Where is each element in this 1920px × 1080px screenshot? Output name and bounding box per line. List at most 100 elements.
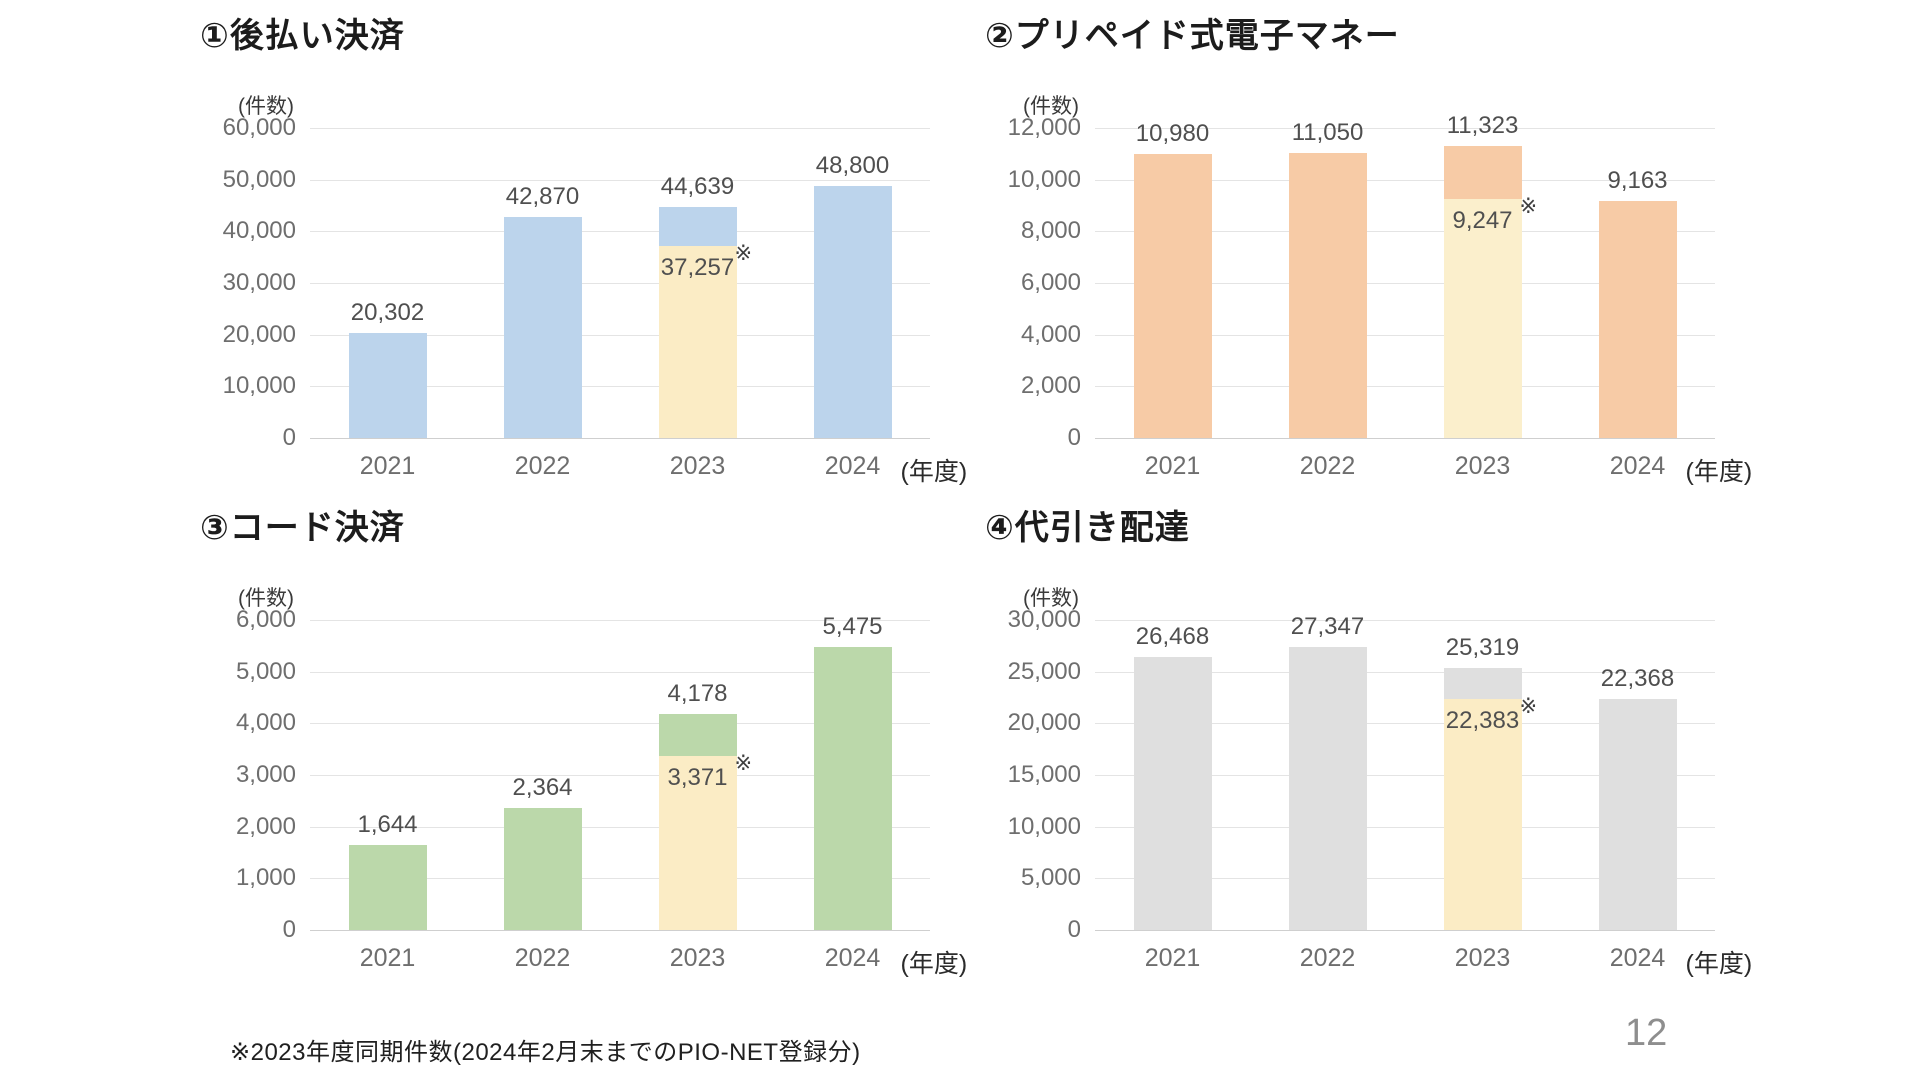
x-axis-label: 2023 [669, 452, 726, 480]
bar-2023-overlay [1443, 698, 1522, 930]
gridline [310, 775, 930, 776]
gridline [310, 283, 930, 284]
y-axis-unit-label: (件数) [238, 587, 294, 610]
gridline [310, 930, 930, 931]
y-axis-tick-label: 20,000 [1007, 709, 1081, 737]
y-axis-tick-label: 10,000 [222, 372, 296, 400]
value-label: 11,323 [1446, 111, 1519, 139]
gridline [310, 386, 930, 388]
value-label: 4,178 [667, 680, 728, 708]
y-axis-tick-label: 2,000 [1020, 372, 1081, 400]
chart-code-payment: ③コード決済 (件数) 0 1,000 2,000 3,000 4,000 5,000 6,… [180, 498, 967, 978]
bar-2021 [348, 333, 427, 438]
y-axis-tick-label: 50,000 [222, 165, 296, 193]
chart-title: ④代引き配達 [985, 509, 1190, 547]
x-axis-unit-label: (年度) [900, 950, 968, 978]
plot-area: 0 5,000 10,000 15,000 20,000 25,000 30,000 26,4… [1008, 606, 1753, 978]
x-axis-label: 2021 [359, 944, 416, 972]
reference-mark: ※ [734, 241, 753, 265]
y-axis-tick-label: 6,000 [235, 606, 296, 633]
y-axis-tick-label: 0 [282, 916, 296, 943]
reference-mark: ※ [734, 751, 753, 775]
y-axis-tick-label: 3,000 [235, 761, 296, 788]
overlay-value-label: 22,383 [1445, 706, 1520, 734]
y-axis-tick-label: 6,000 [1020, 269, 1081, 296]
bar-2023 [1443, 668, 1522, 699]
reference-mark: ※ [1519, 694, 1538, 718]
y-axis-tick-label: 30,000 [1007, 606, 1081, 633]
value-label: 11,050 [1291, 118, 1364, 146]
value-label: 48,800 [815, 151, 890, 179]
y-axis-tick-label: 20,000 [222, 320, 296, 348]
gridline [1095, 283, 1715, 284]
gridline [310, 723, 930, 725]
x-axis-label: 2023 [1454, 944, 1511, 972]
x-axis-unit-label: (年度) [1685, 458, 1753, 486]
y-axis-tick-label: 4,000 [235, 709, 296, 737]
x-axis-label: 2022 [514, 452, 571, 480]
gridline [310, 231, 930, 233]
gridline [310, 334, 930, 336]
gridline [310, 620, 930, 621]
gridline [1095, 620, 1715, 621]
bar-2021 [348, 845, 427, 930]
bar-2023 [1443, 145, 1522, 200]
gridline [1095, 334, 1715, 336]
x-axis-label: 2023 [669, 944, 726, 972]
y-axis-tick-label: 0 [1067, 424, 1081, 451]
y-axis-tick-label: 12,000 [1007, 114, 1081, 141]
bar-2024 [1598, 698, 1677, 930]
value-label: 5,475 [822, 613, 883, 641]
bar-2023-overlay [658, 245, 737, 438]
y-axis-tick-label: 0 [1067, 916, 1081, 943]
reference-mark: ※ [1519, 195, 1538, 219]
value-label: 10,980 [1135, 120, 1210, 148]
chart-prepaid-emoney: ②プリペイド式電子マネー (件数) 0 2,000 4,000 6,000 8,000 1… [965, 6, 1752, 486]
x-axis-label: 2024 [824, 944, 881, 972]
gridline [1095, 128, 1715, 129]
y-axis-tick-label: 2,000 [235, 812, 296, 840]
gridline [1095, 671, 1715, 673]
gridline [1095, 179, 1715, 181]
bar-2023-overlay [1443, 199, 1522, 438]
gridline [1095, 438, 1715, 439]
bar-2022 [503, 807, 582, 930]
plot-area: 0 10,000 20,000 30,000 40,000 50,000 60,000 20,… [223, 114, 968, 486]
gridline [1095, 723, 1715, 725]
gridline [1095, 878, 1715, 880]
gridline [310, 671, 930, 673]
value-label: 44,639 [660, 173, 735, 201]
bar-2022 [1288, 647, 1367, 930]
y-axis-tick-label: 1,000 [235, 864, 296, 892]
gridline [1095, 386, 1715, 388]
value-label: 9,163 [1607, 167, 1668, 195]
bar-2024 [813, 185, 892, 438]
gridline [310, 438, 930, 439]
x-axis-label: 2022 [514, 944, 571, 972]
chart-title: ①後払い決済 [200, 17, 405, 55]
x-axis-label: 2022 [1299, 944, 1356, 972]
y-axis-tick-label: 4,000 [1020, 320, 1081, 348]
y-axis-tick-label: 5,000 [235, 657, 296, 685]
y-axis-tick-label: 15,000 [1007, 761, 1081, 788]
footnote: ※2023年度同期件数(2024年2月末までのPIO-NET登録分) [230, 1039, 861, 1066]
x-axis-label: 2024 [1609, 452, 1666, 480]
bar-2021 [1133, 656, 1212, 930]
plot-area: 0 1,000 2,000 3,000 4,000 5,000 6,000 1,644 2021… [236, 606, 967, 978]
gridline [310, 826, 930, 828]
y-axis-tick-label: 10,000 [1007, 812, 1081, 840]
y-axis-tick-label: 30,000 [222, 269, 296, 296]
gridline [1095, 826, 1715, 828]
y-axis-unit-label: (件数) [238, 95, 294, 118]
gridline [1095, 930, 1715, 931]
y-axis-unit-label: (件数) [1023, 587, 1079, 610]
chart-cod-delivery: ④代引き配達 (件数) 0 5,000 10,000 15,000 20,000 25,0… [965, 498, 1753, 978]
y-axis-tick-label: 60,000 [222, 114, 296, 141]
gridline [310, 878, 930, 880]
x-axis-label: 2021 [1144, 944, 1201, 972]
bar-2023 [658, 207, 737, 246]
value-label: 20,302 [350, 299, 425, 327]
page-number: 12 [1625, 1012, 1668, 1054]
x-axis-label: 2024 [824, 452, 881, 480]
gridline [1095, 231, 1715, 233]
